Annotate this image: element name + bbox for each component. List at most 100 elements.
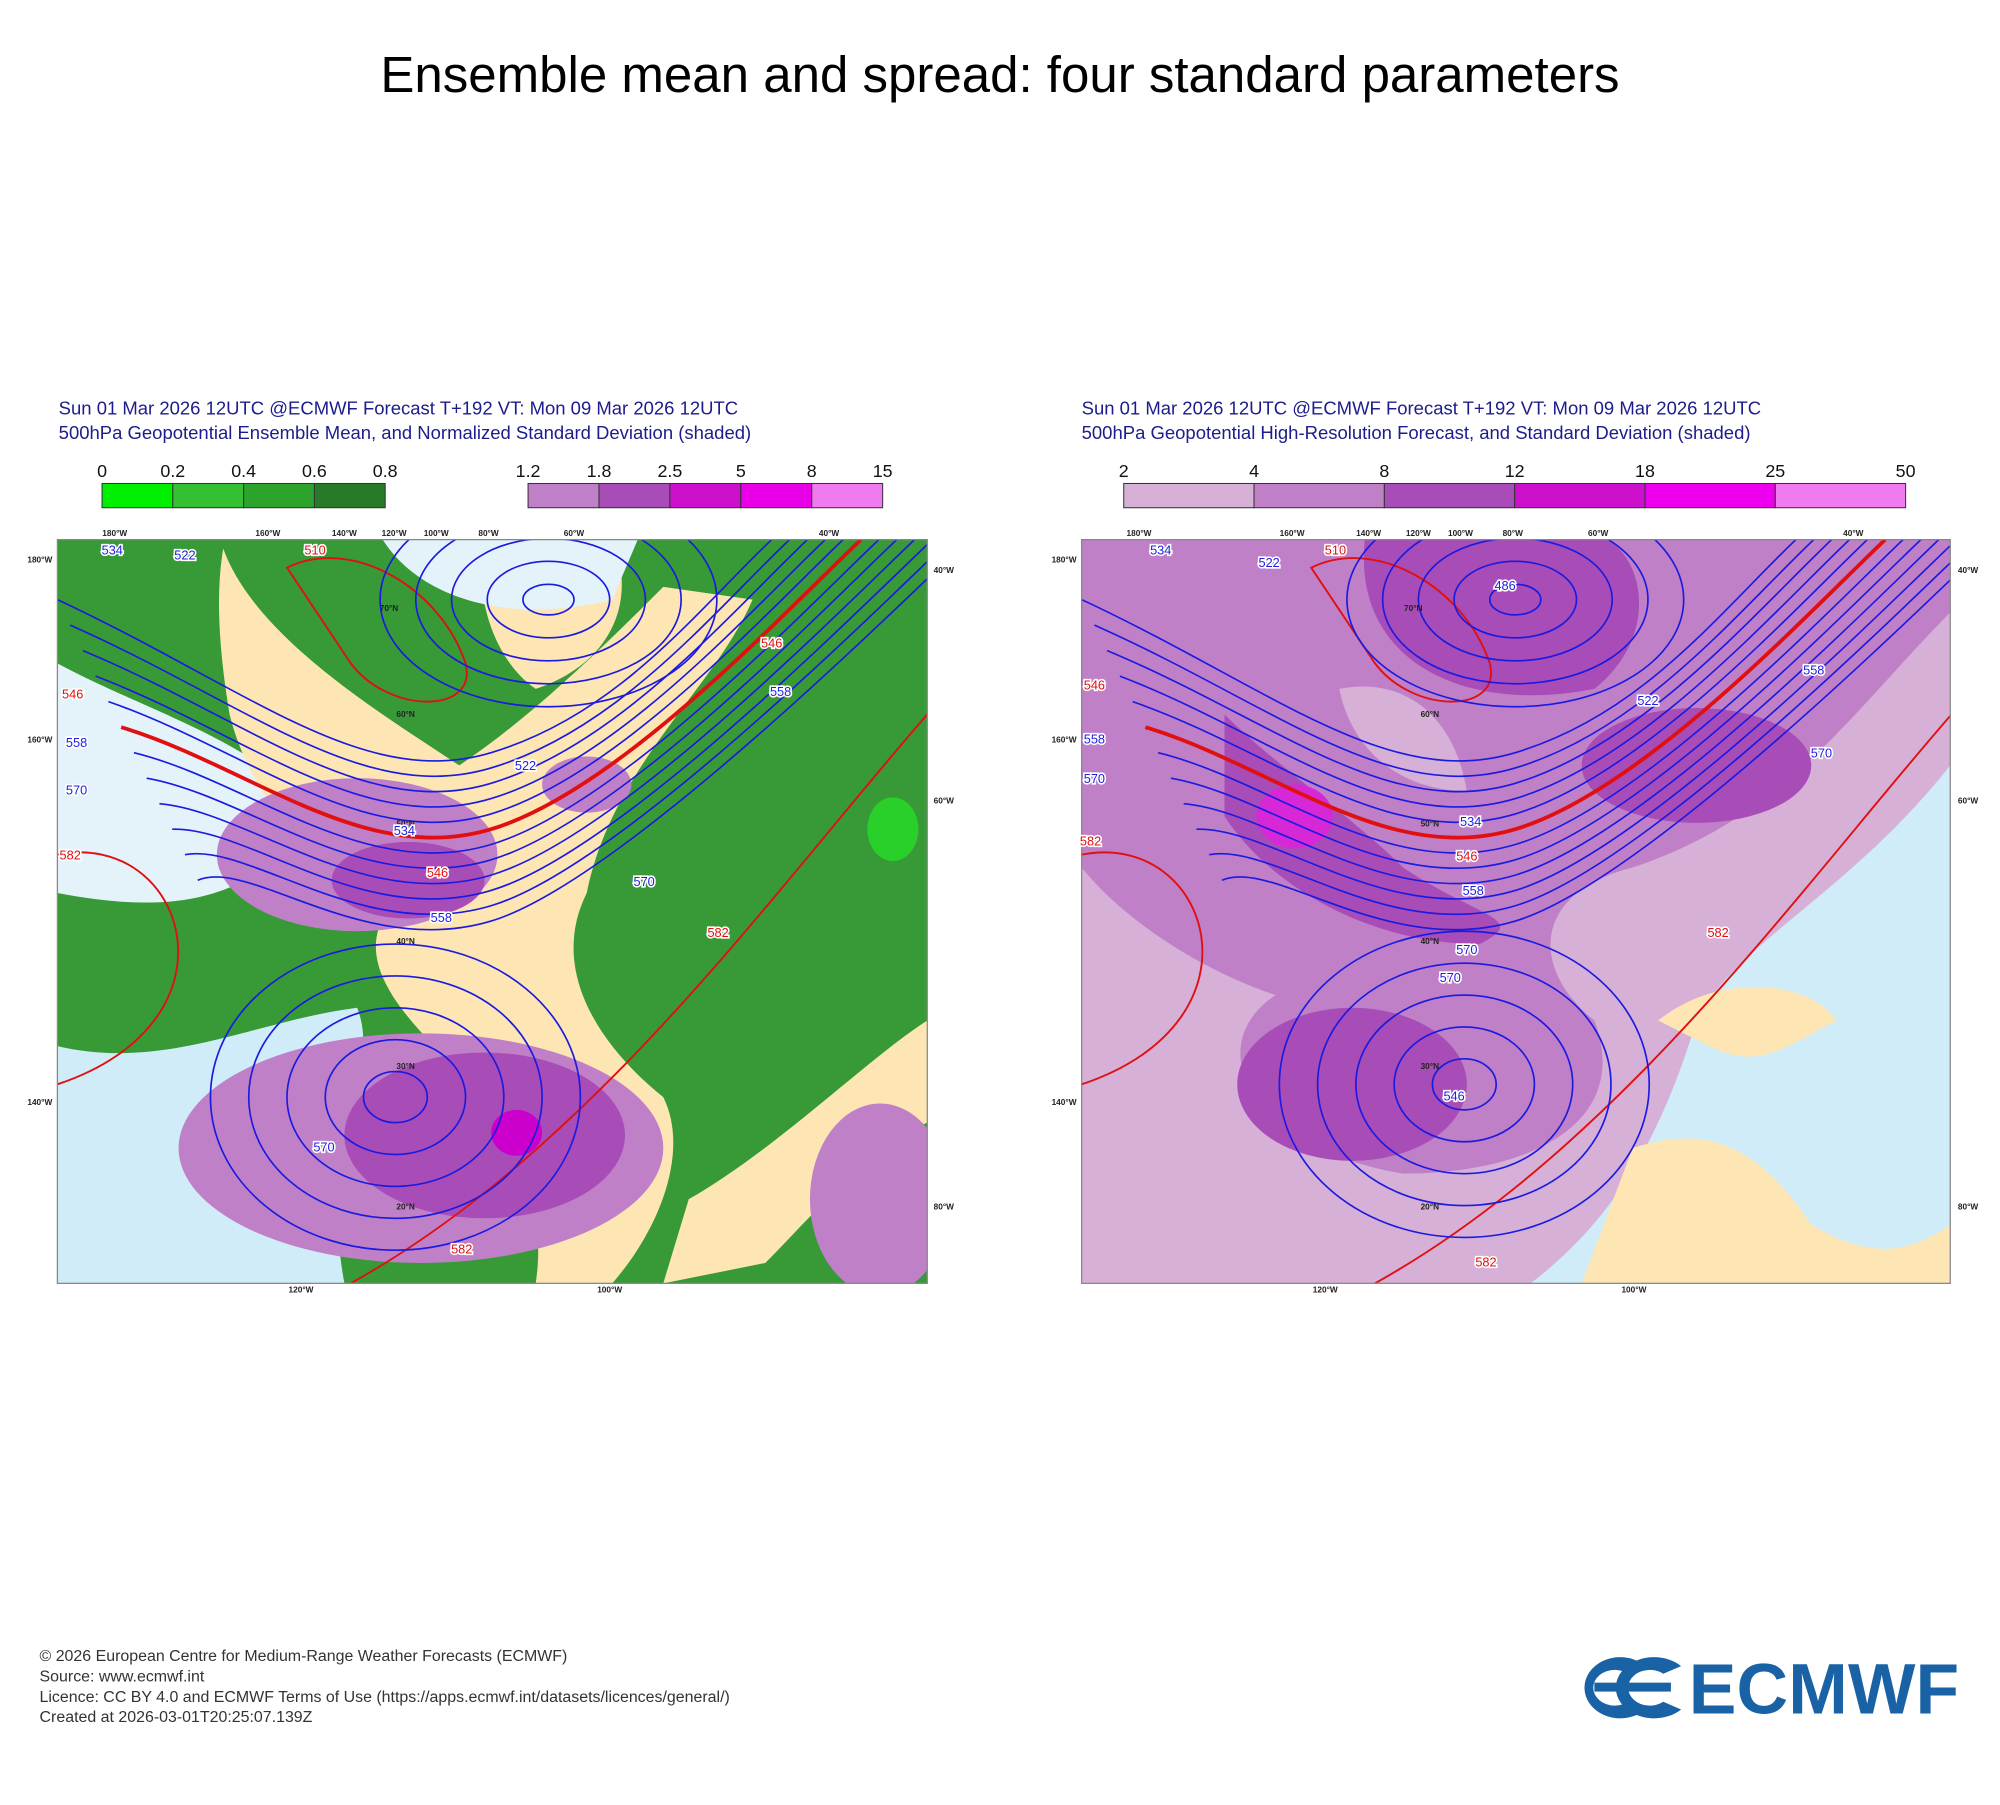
latitude-label: 70°N — [380, 603, 399, 613]
contours — [57, 539, 928, 1284]
latitude-label: 30°N — [396, 1061, 415, 1071]
longitude-label: 60°W — [564, 528, 585, 538]
contour-line — [1132, 539, 1868, 824]
footer-line: © 2026 European Centre for Medium-Range … — [40, 1648, 568, 1665]
contour-line — [1417, 539, 1614, 662]
contour-label: 582 — [451, 1242, 472, 1257]
contour-label: 582 — [1707, 925, 1728, 940]
contour-label: 582 — [1080, 833, 1101, 848]
contour-label: 510 — [1325, 542, 1346, 557]
colorbar-label: 50 — [1896, 461, 1916, 481]
panel-header: 500hPa Geopotential Ensemble Mean, and N… — [59, 422, 752, 443]
colorbar-label: 1.2 — [516, 461, 541, 481]
contour-label: 558 — [1803, 662, 1824, 677]
colorbar-segment — [313, 482, 386, 509]
latitude-label: 60°N — [396, 709, 415, 719]
contour-line — [415, 539, 682, 685]
land — [1581, 986, 1951, 1284]
contour-line — [1488, 583, 1542, 616]
latitude-label: 70°N — [1404, 603, 1423, 613]
contour-label: 558 — [1463, 883, 1484, 898]
contour-line — [82, 539, 808, 793]
spread-area — [1339, 686, 1467, 791]
footer-line: Created at 2026-03-01T20:25:07.139Z — [40, 1709, 313, 1726]
map — [57, 539, 928, 1284]
colorbar-segment — [243, 482, 315, 509]
longitude-label: 160°W — [1280, 528, 1305, 538]
colorbar-segment — [598, 482, 671, 509]
longitude-label: 160°W — [1052, 734, 1077, 744]
longitude-label: 80°W — [1958, 1201, 1979, 1211]
panel-header: Sun 01 Mar 2026 12UTC @ECMWF Forecast T+… — [59, 398, 738, 419]
latitude-label: 20°N — [1421, 1201, 1440, 1211]
colorbar-segment — [101, 482, 174, 509]
contour-label: 522 — [1258, 555, 1279, 570]
contour-line — [57, 851, 180, 1086]
panel-header: 500hPa Geopotential High-Resolution Fore… — [1082, 422, 1751, 443]
contour-label: 546 — [1443, 1088, 1464, 1103]
contour-line — [362, 1070, 429, 1124]
longitude-label: 160°W — [255, 528, 280, 538]
latitude-label: 50°N — [1421, 819, 1440, 829]
spread-area — [491, 1109, 543, 1156]
colorbar-segment — [1383, 482, 1516, 509]
footer-line: Source: www.ecmwf.int — [40, 1668, 205, 1685]
page-title: Ensemble mean and spread: four standard … — [380, 46, 1619, 103]
longitude-label: 160°W — [27, 734, 52, 744]
longitude-label: 180°W — [1052, 555, 1077, 565]
contour-line — [1221, 578, 1951, 931]
contour-label: 522 — [1637, 693, 1658, 708]
colorbar-label: 0.2 — [160, 461, 185, 481]
longitude-label: 60°W — [934, 796, 955, 806]
colorbar-label: 0.4 — [231, 461, 256, 481]
longitude-label: 100°W — [597, 1284, 622, 1294]
contour-label: 546 — [1456, 849, 1477, 864]
colorbar-label: 0.6 — [302, 461, 327, 481]
contour-line — [57, 539, 773, 762]
longitude-label: 60°W — [1958, 796, 1979, 806]
content: Ensemble mean and spread: four standard … — [27, 46, 1979, 1729]
colorbar-segment — [740, 482, 813, 509]
longitude-label: 140°W — [27, 1097, 52, 1107]
longitude-label: 80°W — [1503, 528, 1524, 538]
contour-line — [1119, 539, 1851, 808]
ocean — [382, 539, 638, 610]
contour-line — [1106, 539, 1833, 793]
footer-line: Licence: CC BY 4.0 and ECMWF Terms of Us… — [40, 1689, 730, 1706]
colorbar-label: 4 — [1249, 461, 1259, 481]
contour-label: 546 — [62, 687, 83, 702]
longitude-label: 140°W — [1052, 1097, 1077, 1107]
colorbar-segment — [1774, 482, 1907, 509]
longitude-label: 140°W — [332, 528, 357, 538]
contour-line — [1346, 539, 1685, 708]
colorbar-label: 1.8 — [587, 461, 612, 481]
longitude-label: 40°W — [819, 528, 840, 538]
colorbar-label: 12 — [1505, 461, 1525, 481]
longitude-label: 80°W — [934, 1201, 955, 1211]
latitude-label: 30°N — [1421, 1061, 1440, 1071]
contour-label: 570 — [1084, 771, 1105, 786]
colorbar-label: 2.5 — [657, 461, 682, 481]
contour-line — [350, 713, 928, 1284]
contour-line — [209, 943, 582, 1252]
longitude-label: 180°W — [102, 528, 127, 538]
colorbar-label: 0.8 — [373, 461, 398, 481]
contour-label: 522 — [174, 548, 195, 563]
contour-label: 570 — [1456, 942, 1477, 957]
contour-line — [1453, 560, 1578, 639]
contour-label: 570 — [66, 782, 87, 797]
spread-area — [542, 756, 632, 813]
longitude-label: 120°W — [382, 528, 407, 538]
spread-area — [1237, 1007, 1467, 1161]
colorbar-label: 8 — [807, 461, 817, 481]
contour-line — [1209, 561, 1951, 916]
spread-area — [1363, 539, 1640, 696]
contour-label: 558 — [770, 684, 791, 699]
contour-line — [95, 539, 826, 808]
contour-line — [1278, 930, 1651, 1239]
contour-line — [146, 539, 898, 870]
longitude-label: 40°W — [1958, 565, 1979, 575]
contour-label: 534 — [102, 542, 123, 557]
land — [663, 1020, 928, 1284]
contour-label: 486 — [1494, 578, 1515, 593]
